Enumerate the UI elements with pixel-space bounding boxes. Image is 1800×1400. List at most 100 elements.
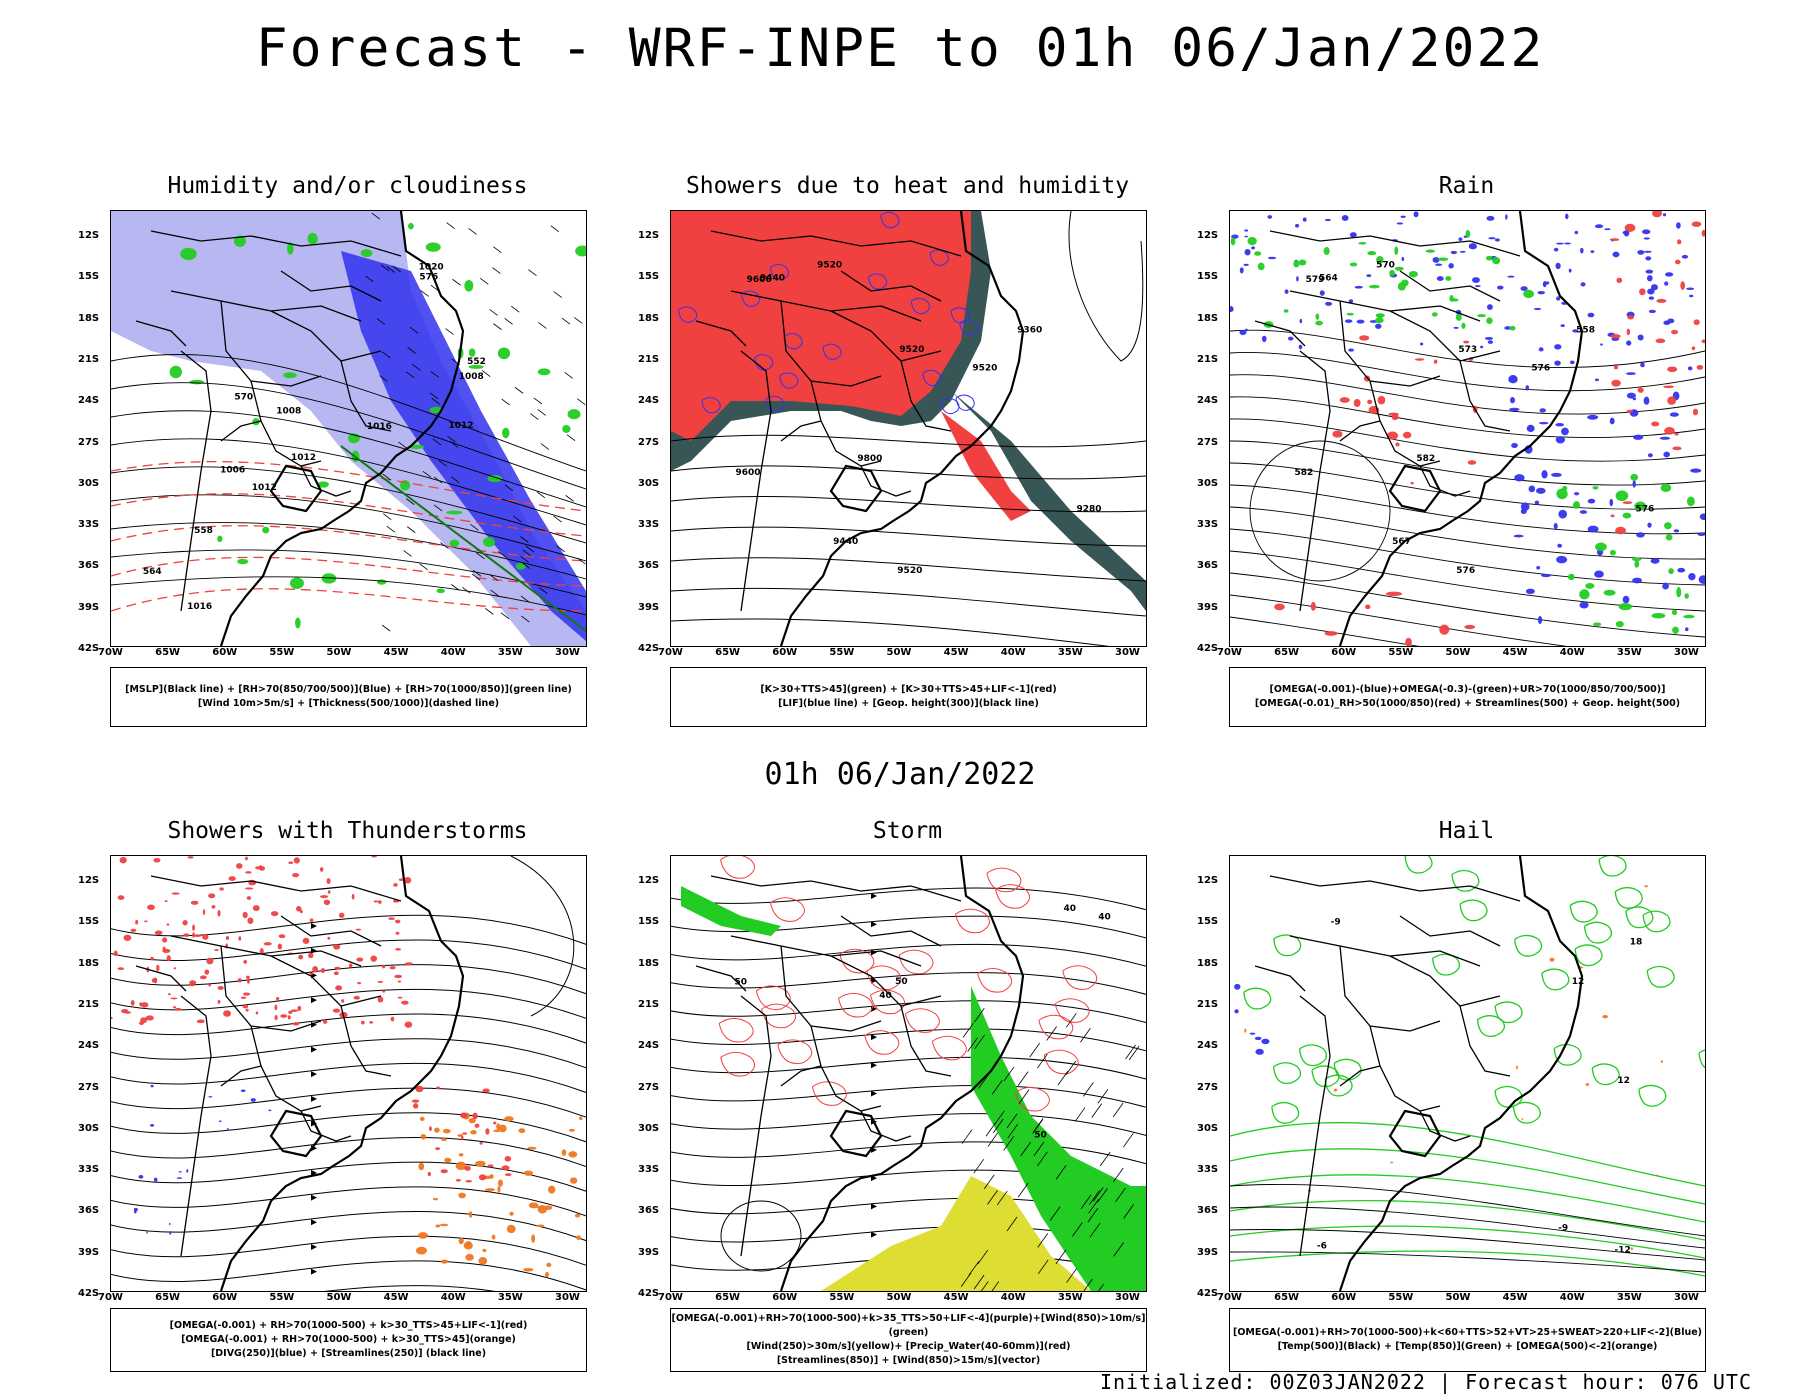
legend-line: [Streamlines(850)] + [Wind(850)>15m/s](v…	[776, 1355, 1041, 1366]
lat-tick-label: 30S	[78, 1122, 100, 1134]
lon-tick-label: 70W	[98, 647, 123, 658]
contour-label: 1020	[419, 262, 444, 272]
contour-label: 50	[1034, 1130, 1047, 1140]
contour-label: 40	[1098, 912, 1111, 922]
panel-title: Storm	[872, 818, 943, 844]
lon-tick-label: 60W	[212, 1292, 238, 1303]
lat-tick-label: 36S	[78, 1205, 100, 1217]
lon-tick-label: 40W	[1000, 647, 1026, 658]
lon-tick-label: 70W	[658, 647, 683, 658]
contour-label: 564	[1319, 274, 1338, 284]
lon-tick-label: 30W	[1674, 647, 1699, 658]
lat-tick-label: 36S	[78, 560, 100, 572]
map-svg: 1008 1012 1016 1020 1006 1016 576 570 564 558 552 1…	[111, 211, 586, 646]
legend-box: [OMEGA(-0.001)-(blue)+OMEGA(-0.3)-(green…	[1229, 667, 1706, 727]
contour-label: 576	[1456, 566, 1475, 576]
lat-tick-label: 27S	[638, 436, 660, 448]
lat-tick-label: 21S	[638, 998, 660, 1010]
panel-title: Humidity and/or cloudiness	[167, 173, 528, 199]
lat-tick-label: 24S	[638, 395, 660, 407]
map-panel: 1008 1012 1016 1020 1006 1016 576 570 564 558 552 1…	[110, 210, 587, 647]
lon-tick-label: 55W	[1388, 647, 1414, 658]
lat-tick-label: 12S	[638, 875, 660, 886]
lat-tick-label: 39S	[638, 1246, 660, 1258]
lat-tick-label: 42S	[638, 643, 660, 654]
contour-label: 9520	[897, 566, 922, 576]
lat-tick-label: 15S	[78, 916, 100, 928]
contour-label: 564	[143, 567, 162, 577]
contour-label: 576	[1531, 363, 1550, 373]
contour-label: 50	[735, 977, 748, 987]
lat-tick-label: 12S	[78, 875, 100, 886]
contour-label: -6	[1317, 1242, 1327, 1252]
lat-tick-label: 42S	[1197, 1288, 1219, 1299]
contour-label: 1006	[220, 466, 245, 476]
lon-tick-label: 55W	[1388, 1292, 1414, 1303]
lat-tick-label: 27S	[78, 436, 100, 448]
panel-title: Showers due to heat and humidity	[685, 173, 1130, 199]
lon-tick-label: 30W	[555, 1292, 580, 1303]
lat-tick-label: 21S	[1197, 998, 1219, 1010]
lon-tick-label: 55W	[269, 647, 295, 658]
lon-tick-label: 45W	[943, 647, 969, 658]
lat-tick-label: 39S	[1197, 601, 1219, 613]
lat-tick-label: 39S	[78, 601, 100, 613]
lon-tick-label: 60W	[772, 647, 798, 658]
contour-label: 558	[194, 526, 213, 536]
contour-label: 576	[419, 273, 438, 283]
lat-tick-label: 33S	[638, 1164, 660, 1176]
contour-label: 570	[1376, 261, 1395, 271]
contour-label: 9440	[833, 537, 858, 547]
lat-tick-label: 15S	[78, 271, 100, 283]
contour-label: 18	[1630, 937, 1643, 947]
lat-tick-label: 42S	[78, 643, 100, 654]
lon-tick-label: 60W	[772, 1292, 798, 1303]
contour-label: 1016	[367, 422, 392, 432]
legend-box: [OMEGA(-0.001) + RH>70(1000-500) + k>30_…	[110, 1308, 587, 1372]
contour-label: 12	[1572, 977, 1585, 987]
contour-label: 1016	[187, 602, 212, 612]
legend-box: [MSLP](Black line) + [RH>70(850/700/500)…	[110, 667, 587, 727]
lat-tick-label: 36S	[638, 1205, 660, 1217]
lat-tick-label: 24S	[1197, 1040, 1219, 1052]
lon-tick-label: 50W	[886, 647, 912, 658]
lat-tick-label: 18S	[638, 312, 660, 324]
lat-tick-label: 27S	[78, 1081, 100, 1093]
map-svg: 582 582 579 576 573 570 567 564 558 576 576	[1230, 211, 1705, 646]
lon-tick-label: 40W	[1559, 647, 1585, 658]
lat-tick-label: 21S	[78, 998, 100, 1010]
lon-tick-label: 35W	[1616, 1292, 1642, 1303]
map-panel: 9600 9800 9600 9520 9520 9520 9440 9440 9360 9280…	[670, 210, 1147, 647]
lat-tick-label: 30S	[1197, 1122, 1219, 1134]
lat-tick-label: 18S	[78, 312, 100, 324]
legend-line: [OMEGA(-0.001)-(blue)+OMEGA(-0.3)-(green…	[1269, 684, 1666, 695]
lat-tick-label: 33S	[638, 519, 660, 531]
lat-tick-label: 21S	[638, 353, 660, 365]
lon-tick-label: 45W	[1502, 1292, 1528, 1303]
legend-line: [Wind 10m>5m/s] + [Thickness(500/1000)](…	[197, 698, 500, 709]
contour-label: 567	[1392, 537, 1411, 547]
map-panel	[110, 855, 587, 1292]
lon-tick-label: 60W	[212, 647, 238, 658]
lat-tick-label: 27S	[638, 1081, 660, 1093]
lat-tick-label: 33S	[1197, 519, 1219, 531]
lat-tick-label: 36S	[1197, 1205, 1219, 1217]
legend-line: [LIF](blue line) + [Geop. height(300)](b…	[778, 698, 1039, 709]
lat-tick-label: 18S	[638, 957, 660, 969]
contour-label: 576	[1635, 504, 1654, 514]
lat-tick-label: 39S	[1197, 1246, 1219, 1258]
lon-tick-label: 35W	[497, 1292, 523, 1303]
contour-label: 9360	[1017, 325, 1042, 335]
lat-tick-label: 15S	[638, 916, 660, 928]
legend-line: [DIVG(250)](blue) + [Streamlines(250)] (…	[210, 1348, 487, 1359]
lon-tick-label: 65W	[715, 647, 741, 658]
map-panel: -6 -9 12 -12 12 18 -9	[1229, 855, 1706, 1292]
legend-line: [OMEGA(-0.001)+RH>70(1000-500)+k<60+TTS>…	[1232, 1327, 1703, 1338]
lon-tick-label: 55W	[829, 647, 855, 658]
legend-box: [K>30+TTS>45](green) + [K>30+TTS>45+LIF<…	[670, 667, 1147, 727]
lon-tick-label: 65W	[1274, 647, 1300, 658]
map-panel: 582 582 579 576 573 570 567 564 558 576 576	[1229, 210, 1706, 647]
panel-title: Hail	[1438, 818, 1495, 844]
lat-tick-label: 30S	[638, 477, 660, 489]
